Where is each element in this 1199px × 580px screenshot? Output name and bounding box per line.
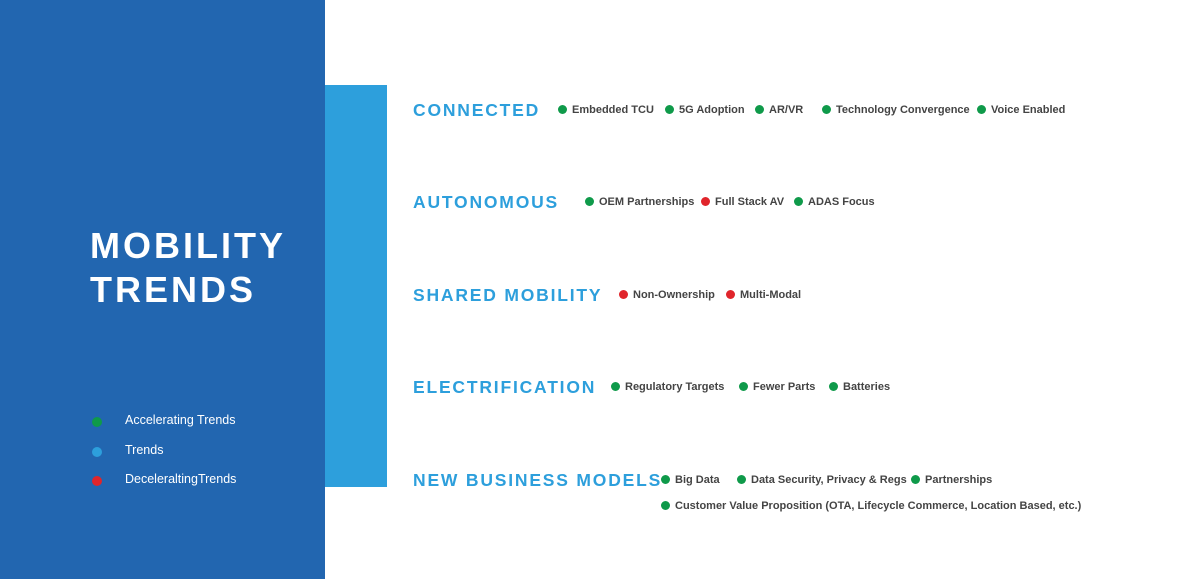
status-dot-icon xyxy=(911,475,920,484)
legend-label: DeceleraltingTrends xyxy=(125,472,237,486)
trend-tag-label: Regulatory Targets xyxy=(625,381,725,393)
status-dot-icon xyxy=(619,290,628,299)
status-dot-icon xyxy=(611,382,620,391)
trend-tag-label: AR/VR xyxy=(769,104,804,116)
legend: Accelerating Trends Trends Deceleralting… xyxy=(91,409,236,498)
legend-item-decelerating: DeceleraltingTrends xyxy=(91,468,236,498)
trend-tag: Multi-Modal xyxy=(726,286,801,304)
trend-tag: Partnerships xyxy=(911,471,992,489)
category-title: CONNECTED xyxy=(413,100,541,120)
status-dot-icon xyxy=(701,197,710,206)
trend-tag-label: Non-Ownership xyxy=(633,289,715,301)
trend-tag-label: Partnerships xyxy=(925,474,993,486)
trend-tag: Voice Enabled xyxy=(977,101,1065,119)
trend-tag-label: Data Security, Privacy & Regs xyxy=(751,474,907,486)
trend-tag-label: Big Data xyxy=(675,474,720,486)
status-dot-icon xyxy=(665,105,674,114)
legend-item-accelerating: Accelerating Trends xyxy=(91,409,236,439)
status-dot-icon xyxy=(822,105,831,114)
trend-tag-label: Technology Convergence xyxy=(836,104,970,116)
category-title: SHARED MOBILITY xyxy=(413,285,603,305)
trend-tag: Non-Ownership xyxy=(619,286,715,304)
status-dot-icon xyxy=(829,382,838,391)
trend-tag: AR/VR xyxy=(755,101,803,119)
status-dot-icon xyxy=(726,290,735,299)
trend-tag: OEM Partnerships xyxy=(585,193,694,211)
trend-tag: 5G Adoption xyxy=(665,101,745,119)
category-title: AUTONOMOUS xyxy=(413,192,560,212)
page-title-line-2: TRENDS xyxy=(90,269,257,310)
left-panel xyxy=(0,0,325,579)
category-title: NEW BUSINESS MODELS xyxy=(413,470,663,490)
status-dot-icon xyxy=(977,105,986,114)
status-dot-icon xyxy=(737,475,746,484)
status-dot-icon xyxy=(739,382,748,391)
legend-dot-icon xyxy=(92,476,102,486)
trend-tag: Technology Convergence xyxy=(822,101,970,119)
trend-tag-label: Batteries xyxy=(843,381,891,393)
status-dot-icon xyxy=(661,501,670,510)
legend-dot-icon xyxy=(92,446,102,457)
status-dot-icon xyxy=(755,105,764,114)
trend-tag-label: OEM Partnerships xyxy=(599,196,695,208)
trend-tag-label: Full Stack AV xyxy=(715,196,785,208)
legend-label: Accelerating Trends xyxy=(125,413,236,427)
accent-bar xyxy=(325,85,387,487)
page-title-line-1: MOBILITY xyxy=(90,225,286,266)
trend-tag: Batteries xyxy=(829,378,890,396)
trend-tag-label: Voice Enabled xyxy=(991,104,1066,116)
trend-tag: Big Data xyxy=(661,471,720,489)
status-dot-icon xyxy=(794,197,803,206)
page-title: MOBILITY TRENDS xyxy=(90,224,286,312)
trend-tag-label: Fewer Parts xyxy=(753,381,816,393)
trend-tag-label: Multi-Modal xyxy=(740,289,802,301)
trend-tag-label: ADAS Focus xyxy=(808,196,875,208)
status-dot-icon xyxy=(558,105,567,114)
trend-tag-label: Embedded TCU xyxy=(572,104,654,116)
trend-tag-label: 5G Adoption xyxy=(679,104,745,116)
trend-tag: ADAS Focus xyxy=(794,193,875,211)
trend-tag: Embedded TCU xyxy=(558,101,654,119)
legend-dot-icon xyxy=(92,417,102,427)
status-dot-icon xyxy=(661,475,670,484)
trend-tag-label: Customer Value Proposition (OTA, Lifecyc… xyxy=(675,500,1082,512)
trend-tag: Fewer Parts xyxy=(739,378,815,396)
legend-label: Trends xyxy=(125,442,164,457)
legend-item-trends: Trends xyxy=(91,439,236,469)
trend-tag: Customer Value Proposition (OTA, Lifecyc… xyxy=(661,497,1081,515)
trend-tag: Full Stack AV xyxy=(701,193,784,211)
trend-tag: Data Security, Privacy & Regs xyxy=(737,471,907,489)
trend-tag: Regulatory Targets xyxy=(611,378,724,396)
category-title: ELECTRIFICATION xyxy=(413,377,597,397)
status-dot-icon xyxy=(585,197,594,206)
